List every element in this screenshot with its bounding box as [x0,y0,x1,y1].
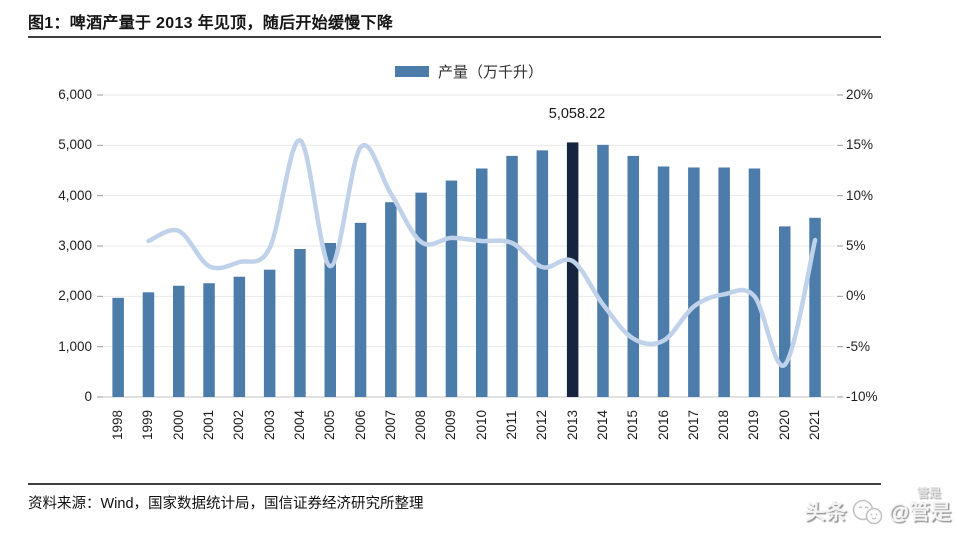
y-axis-right-tick-label: 10% [846,187,874,203]
watermark: 管是 头条 @管是 [805,484,951,527]
bar-2004 [294,249,306,397]
bar-2013 [566,142,579,397]
y-axis-right-tick-label: -10% [846,389,878,404]
y-axis-right-tick-label: 0% [846,288,866,304]
x-axis-year-label: 2014 [594,409,610,441]
bar-2010 [476,168,488,397]
x-axis-year-label: 2001 [201,409,217,441]
x-axis-year-label: 2012 [534,409,550,441]
bar-2011 [506,155,518,397]
legend: 产量（万千升） [103,61,835,82]
bar-1999 [142,292,155,397]
bar-1998 [112,297,124,397]
footer-divider [28,483,881,485]
chart-plot [97,94,843,398]
legend-label: 产量（万千升） [437,64,543,81]
x-axis-year-label: 2009 [443,409,459,441]
x-axis-year-label: 1999 [140,409,156,441]
y-axis-left-tick-label: 2,000 [58,288,92,304]
bar-2016 [657,166,670,397]
watermark-prefix: 头条 [804,501,847,524]
x-axis-year-label: 2006 [352,409,368,441]
growth-rate-line [146,138,818,368]
bar-2014 [597,144,609,397]
y-axis-right-tick-label: 20% [846,87,874,102]
bar-2015 [627,155,639,397]
bar-2002 [233,276,246,397]
x-axis-year-label: 2007 [382,409,398,441]
bar-2021 [809,217,821,397]
watermark-handle: @管是 [888,501,951,524]
x-axis-year-label: 2016 [655,409,671,441]
y-axis-left-tick-label: 4,000 [58,187,92,203]
x-axis-year-label: 2019 [746,409,762,441]
bar-2006 [354,222,367,397]
bar-2020 [779,226,791,397]
x-axis-year-label: 2002 [231,409,247,441]
bar-2003 [263,269,276,397]
x-axis-year-label: 2000 [170,409,186,441]
bar-2009 [445,180,458,397]
bar-2007 [385,202,397,397]
x-axis-year-label: 2008 [413,409,429,441]
x-axis-year-label: 2004 [291,409,307,441]
bar-2018 [718,167,730,397]
legend-swatch [394,66,429,77]
watermark-small-text: 管是 [916,486,941,500]
y-axis-left-tick-label: 3,000 [58,238,92,253]
title-divider [28,36,881,38]
bar-2008 [415,192,427,397]
bar-2012 [536,150,549,397]
source-note: 资料来源：Wind，国家数据统计局，国信证券经济研究所整理 [28,496,424,512]
x-axis-year-label: 2021 [807,409,823,441]
chat-bubbles-icon [852,499,882,525]
y-axis-left-tick-label: 5,000 [58,137,92,153]
x-axis-year-label: 2020 [776,409,792,441]
y-axis-right-tick-label: 5% [846,238,866,253]
x-axis-year-label: 2017 [685,409,701,441]
x-axis-year-label: 2011 [504,410,520,440]
bar-2001 [203,283,215,397]
x-axis-year-label: 2010 [473,409,489,441]
bar-2000 [173,285,185,397]
chart-title: 图1：啤酒产量于 2013 年见顶，随后开始缓慢下降 [28,15,394,32]
y-axis-right-tick-label: 15% [846,137,874,153]
bar-2019 [748,168,761,397]
y-axis-left-tick-label: 6,000 [58,87,92,102]
x-axis-year-label: 1998 [110,409,126,441]
y-axis-left-tick-label: 1,000 [58,338,92,354]
y-axis-right-tick-label: -5% [846,338,871,354]
y-axis-left-tick-label: 0 [84,389,92,404]
x-axis-year-label: 2015 [625,409,641,441]
bar-2005 [324,242,336,397]
x-axis-year-label: 2005 [322,409,338,441]
bar-2017 [688,167,700,397]
x-axis-year-label: 2018 [716,409,732,441]
peak-data-label: 5,058.22 [548,106,606,122]
watermark-main-row: 头条 @管是 [805,499,951,527]
x-axis-year-label: 2003 [261,409,277,441]
x-axis-year-label: 2013 [564,409,580,441]
